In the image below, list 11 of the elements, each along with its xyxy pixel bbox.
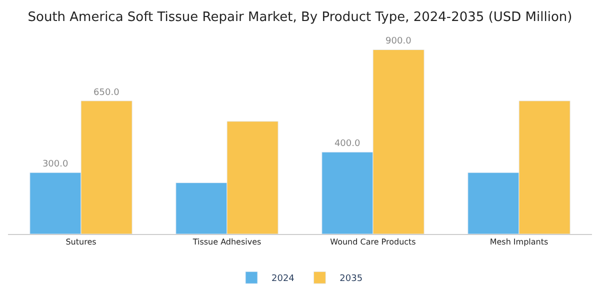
legend-label: 2035 bbox=[340, 274, 363, 284]
data-label: 650.0 bbox=[94, 88, 120, 98]
data-label: 900.0 bbox=[386, 36, 412, 47]
legend-label: 2024 bbox=[272, 274, 295, 284]
data-label: 300.0 bbox=[42, 160, 68, 170]
x-tick-label: Wound Care Products bbox=[330, 238, 416, 247]
chart-title: South America Soft Tissue Repair Market, By Product Type, 2024-2035 (USD Million) bbox=[28, 10, 572, 26]
x-tick-label: Mesh Implants bbox=[490, 238, 548, 247]
x-tick-label: Tissue Adhesives bbox=[192, 238, 262, 247]
x-tick-label: Sutures bbox=[66, 238, 96, 247]
data-label: 400.0 bbox=[334, 139, 360, 150]
